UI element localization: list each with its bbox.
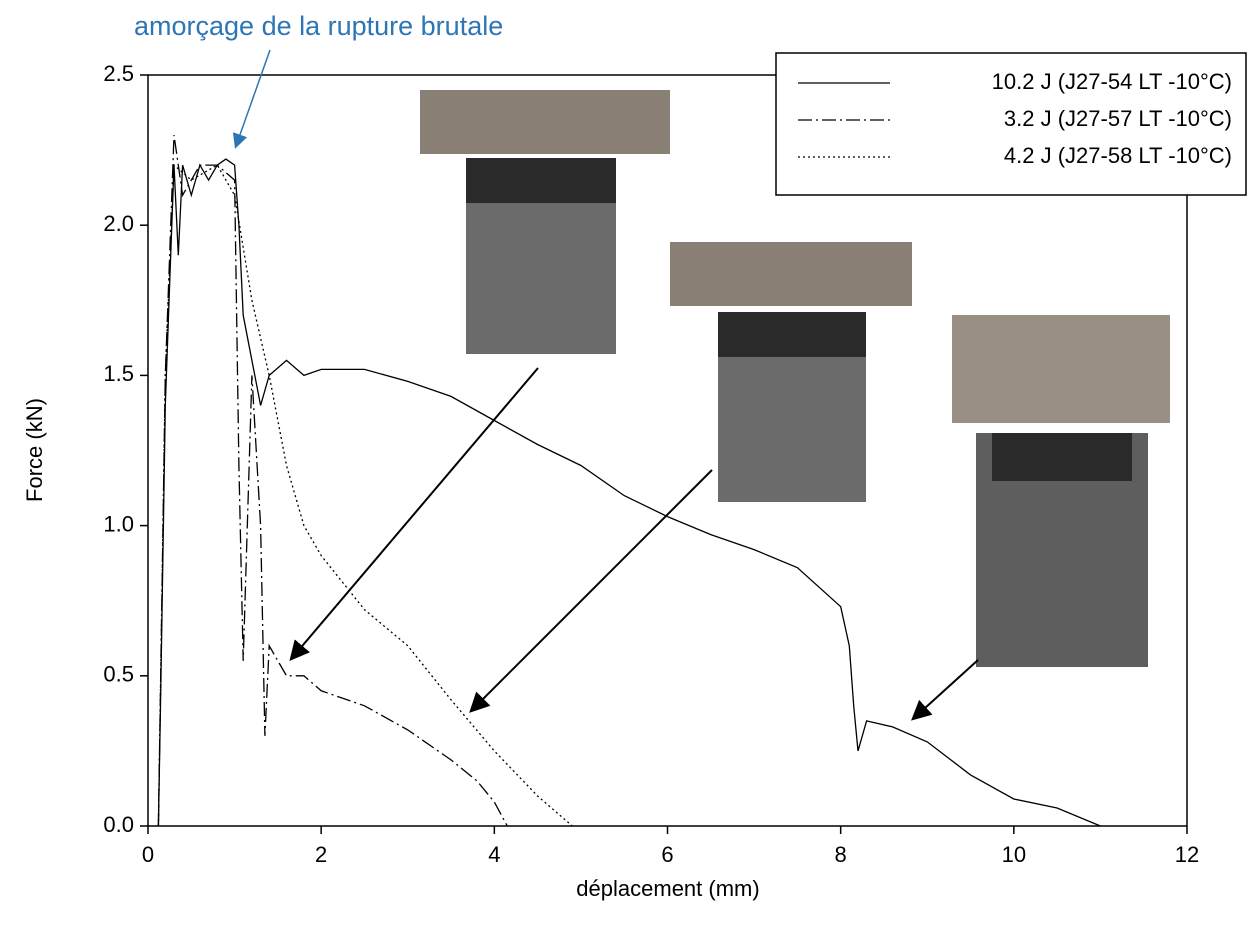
legend: 10.2 J (J27-54 LT -10°C) 3.2 J (J27-57 LT… [775,52,1247,196]
y-axis-label: Force (kN) [22,398,47,502]
legend-label: 10.2 J (J27-54 LT -10°C) [992,69,1232,94]
annotation-arrow [232,49,271,149]
y-tick-label: 1.0 [103,511,134,536]
legend-box [775,52,1247,196]
x-tick-label: 10 [1002,842,1026,867]
photo [466,158,616,203]
annotation: amorçage de la rupture brutale [134,11,503,41]
x-tick-label: 6 [661,842,673,867]
photo [992,433,1132,481]
x-tick-label: 2 [315,842,327,867]
photo [718,312,866,357]
pointer-arrows [289,367,979,721]
y-tick-label: 2.5 [103,61,134,86]
plot-area: 0 2 4 6 8 10 12 0.0 0.5 1.0 1.5 2.0 2.5 [103,61,1199,867]
series-line [157,158,1101,827]
x-axis-label: déplacement (mm) [576,876,759,901]
x-tick-label: 12 [1175,842,1199,867]
x-tick-label: 8 [835,842,847,867]
x-tick-label: 4 [488,842,500,867]
photo [670,242,912,306]
y-tick-label: 0.5 [103,662,134,687]
x-tick-label: 0 [142,842,154,867]
y-tick-label: 1.5 [103,361,134,386]
arrow [469,469,713,713]
legend-label: 3.2 J (J27-57 LT -10°C) [1004,106,1232,131]
y-tick-label: 0.0 [103,812,134,837]
arrow [911,659,979,721]
legend-label: 4.2 J (J27-58 LT -10°C) [1004,143,1232,168]
series-line [157,163,573,827]
photos [420,90,1170,667]
arrow [289,367,539,662]
series-line [157,135,508,827]
photo [952,315,1170,423]
photo [420,90,670,154]
y-tick-label: 2.0 [103,211,134,236]
